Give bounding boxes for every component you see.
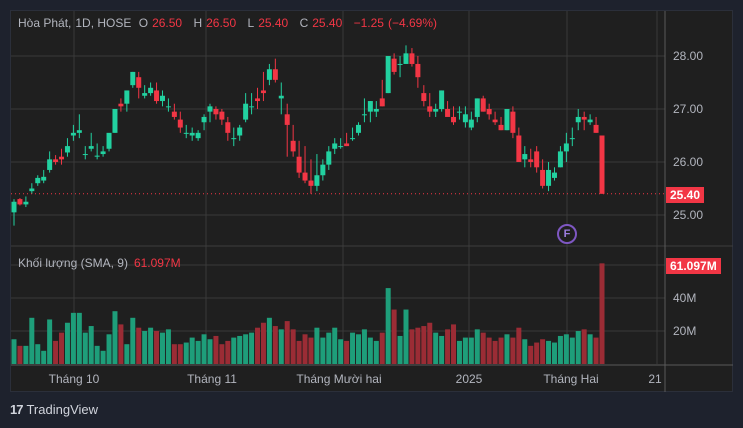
last-price-tag: 25.40 [666,187,705,203]
time-label-dec: Tháng Mười hai [296,372,382,386]
open-value: O 26.50 [138,16,183,30]
price-tick-26: 26.00 [673,155,704,169]
price-tick-25: 25.00 [673,208,704,222]
brand-name: TradingView [26,402,99,417]
symbol-name[interactable]: Hòa Phát, [18,16,72,30]
price-tick-27: 27.00 [673,102,704,116]
change-percent: (−4.69%) [387,16,438,30]
interval-exchange: 1D, HOSE [75,16,132,30]
earnings-event-marker[interactable]: F [557,224,577,244]
volume-legend: Khối lượng (SMA, 9) 61.097M [18,256,181,270]
close-value: C 25.40 [299,16,343,30]
time-label-nov: Tháng 11 [187,372,237,386]
volume-tick-20m: 20M [673,324,697,338]
high-value: H 26.50 [193,16,237,30]
tradingview-logo-icon: 17 [10,402,24,417]
volume-indicator-value: 61.097M [133,256,181,270]
price-tick-28: 28.00 [673,49,704,63]
volume-tick-40m: 40M [673,291,697,305]
low-value: L 25.40 [247,16,289,30]
time-label-feb: Tháng Hai [543,372,599,386]
time-label-2025: 2025 [455,372,483,386]
ohlc-legend: Hòa Phát, 1D, HOSE O 26.50 H 26.50 L 25.40 C… [18,16,441,30]
last-volume-tag: 61.097M [666,258,721,274]
time-label-21: 21 [648,372,662,386]
time-label-oct: Tháng 10 [48,372,100,386]
change-value: −1.25 [353,16,384,30]
tradingview-brand[interactable]: 17 TradingView [10,402,98,417]
volume-indicator-label[interactable]: Khối lượng (SMA, 9) [18,256,128,270]
